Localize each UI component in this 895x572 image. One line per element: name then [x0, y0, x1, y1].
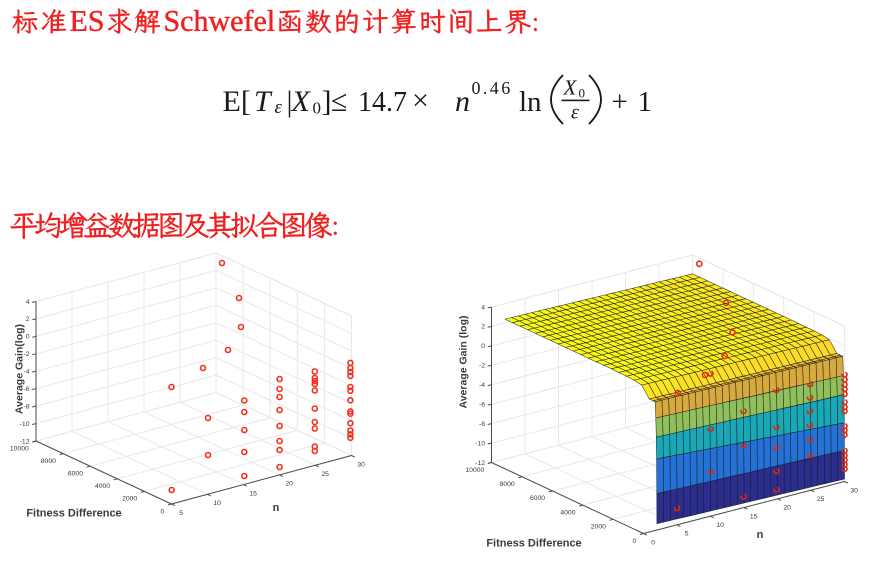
svg-text:0: 0 — [161, 508, 165, 515]
svg-text:6000: 6000 — [530, 495, 545, 502]
svg-text:n: n — [273, 502, 280, 514]
svg-text:4: 4 — [26, 299, 30, 306]
svg-text:Fitness Difference: Fitness Difference — [486, 538, 581, 550]
svg-text:n: n — [757, 529, 764, 541]
svg-text:6000: 6000 — [68, 471, 83, 478]
svg-text:n: n — [455, 85, 470, 118]
svg-text:10: 10 — [213, 500, 221, 507]
svg-text:T: T — [254, 85, 273, 118]
svg-text:ln: ln — [519, 86, 542, 118]
svg-text:-12: -12 — [20, 438, 30, 445]
svg-text:-4: -4 — [23, 369, 29, 376]
svg-text:1: 1 — [638, 86, 653, 118]
svg-text:Fitness Difference: Fitness Difference — [26, 508, 121, 520]
svg-text:30: 30 — [850, 487, 858, 494]
svg-text:2: 2 — [26, 316, 30, 323]
svg-text:5: 5 — [179, 510, 183, 517]
svg-text:4000: 4000 — [560, 509, 575, 516]
svg-text:-6: -6 — [479, 402, 485, 409]
svg-text:20: 20 — [783, 505, 791, 512]
svg-text:-12: -12 — [475, 460, 485, 467]
svg-text:10000: 10000 — [465, 467, 484, 474]
svg-text:4: 4 — [481, 304, 485, 311]
svg-text:25: 25 — [817, 496, 825, 503]
svg-text:4000: 4000 — [95, 483, 110, 490]
svg-text:0: 0 — [313, 99, 322, 118]
svg-text:2000: 2000 — [122, 496, 137, 503]
svg-text:30: 30 — [357, 461, 365, 468]
svg-text:]: ] — [322, 85, 332, 118]
svg-text:X: X — [563, 76, 578, 100]
svg-text:0: 0 — [481, 343, 485, 350]
svg-text:8000: 8000 — [500, 481, 515, 488]
svg-text:14.7: 14.7 — [358, 87, 407, 118]
svg-text:-2: -2 — [23, 351, 29, 358]
svg-text:-4: -4 — [479, 382, 485, 389]
svg-text:×: × — [412, 84, 429, 117]
svg-text:10000: 10000 — [10, 445, 29, 452]
svg-text:25: 25 — [321, 471, 329, 478]
svg-text:-2: -2 — [479, 363, 485, 370]
svg-text:-8: -8 — [479, 421, 485, 428]
svg-text:0.46: 0.46 — [472, 78, 513, 98]
svg-text:E[: E[ — [223, 85, 251, 118]
svg-text:-10: -10 — [475, 440, 485, 447]
svg-text:2000: 2000 — [591, 524, 606, 531]
svg-text:20: 20 — [285, 481, 293, 488]
svg-text:0: 0 — [26, 334, 30, 341]
svg-text:0: 0 — [633, 538, 637, 545]
svg-text:≤: ≤ — [331, 85, 347, 118]
svg-text:Average Gain (log): Average Gain (log) — [458, 316, 470, 409]
svg-text:0: 0 — [579, 86, 586, 101]
svg-text:ε: ε — [571, 102, 579, 124]
svg-text:10: 10 — [716, 522, 724, 529]
svg-text:15: 15 — [750, 513, 758, 520]
svg-text:-10: -10 — [20, 421, 30, 428]
svg-text:|: | — [287, 85, 293, 118]
svg-text:-6: -6 — [23, 386, 29, 393]
svg-text:Average Gain(log): Average Gain(log) — [14, 324, 26, 414]
svg-text:X: X — [291, 85, 312, 118]
svg-text:2: 2 — [481, 324, 485, 331]
svg-text:5: 5 — [685, 531, 689, 538]
svg-text:+: + — [612, 86, 628, 118]
svg-text:ε: ε — [275, 97, 283, 118]
svg-text:-8: -8 — [23, 403, 29, 410]
svg-text:8000: 8000 — [41, 458, 56, 465]
svg-text:15: 15 — [249, 490, 257, 497]
svg-text:0: 0 — [651, 539, 655, 546]
